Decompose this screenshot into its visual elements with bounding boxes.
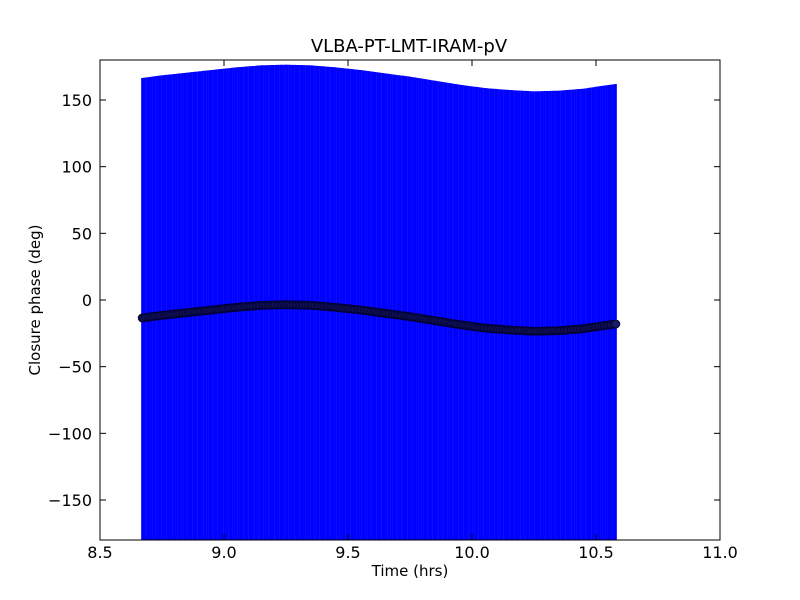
- y-axis-label: Closure phase (deg): [26, 225, 44, 376]
- y-tick-label: 150: [61, 91, 92, 110]
- y-tick-label: 50: [72, 224, 92, 243]
- x-tick-label: 10.0: [454, 543, 490, 562]
- x-tick-label: 10.5: [578, 543, 614, 562]
- y-tick-label: −50: [58, 358, 92, 377]
- plot-area: [137, 64, 621, 540]
- data-points: [137, 300, 621, 336]
- x-tick-label: 11.0: [702, 543, 738, 562]
- x-tick-label: 8.5: [87, 543, 112, 562]
- x-tick-label: 9.0: [211, 543, 236, 562]
- error-bars: [141, 64, 617, 540]
- x-tick-label: 9.5: [335, 543, 360, 562]
- y-tick-label: 0: [82, 291, 92, 310]
- y-tick-label: −100: [48, 424, 92, 443]
- data-point: [611, 319, 621, 329]
- x-axis: 8.5 9.0 9.5 10.0 10.5 11.0: [87, 60, 738, 562]
- y-axis: 150 100 50 0 −50 −100 −150: [48, 91, 720, 510]
- y-tick-label: 100: [61, 158, 92, 177]
- x-axis-label: Time (hrs): [371, 562, 449, 580]
- y-tick-label: −150: [48, 491, 92, 510]
- chart-title: VLBA-PT-LMT-IRAM-pV: [311, 36, 508, 57]
